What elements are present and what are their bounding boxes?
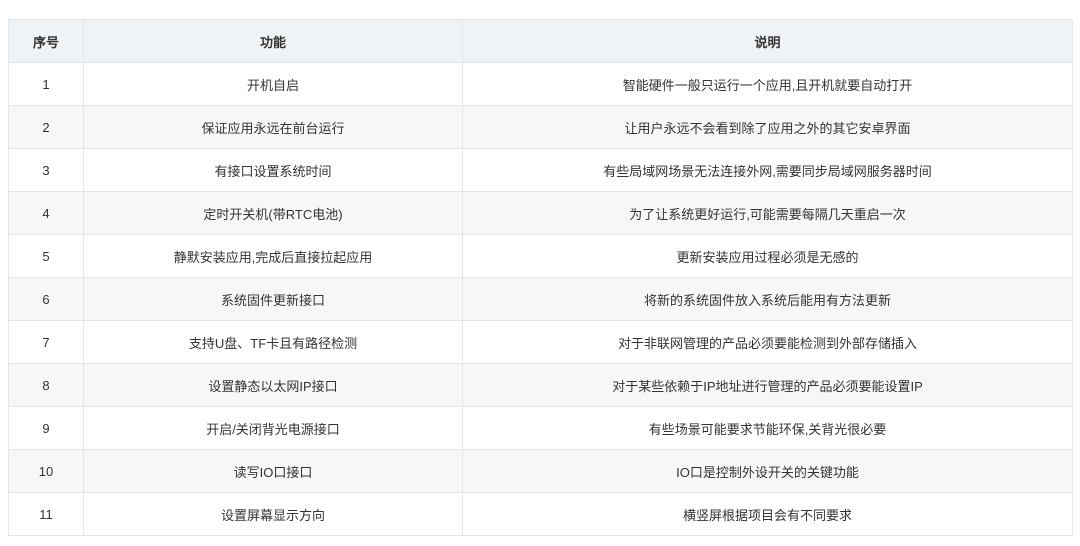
cell-feature: 开启/关闭背光电源接口: [83, 406, 463, 450]
cell-index: 5: [8, 234, 84, 278]
cell-description: 将新的系统固件放入系统后能用有方法更新: [462, 277, 1073, 321]
cell-description: 有些场景可能要求节能环保,关背光很必要: [462, 406, 1073, 450]
cell-index: 3: [8, 148, 84, 192]
cell-description: 对于某些依赖于IP地址进行管理的产品必须要能设置IP: [462, 363, 1073, 407]
cell-feature: 开机自启: [83, 62, 463, 106]
cell-index: 4: [8, 191, 84, 235]
cell-index: 2: [8, 105, 84, 149]
cell-index: 7: [8, 320, 84, 364]
cell-description: 对于非联网管理的产品必须要能检测到外部存储插入: [462, 320, 1073, 364]
cell-description: IO口是控制外设开关的关键功能: [462, 449, 1073, 493]
table-row: 6 系统固件更新接口 将新的系统固件放入系统后能用有方法更新: [8, 277, 1073, 321]
table-row: 9 开启/关闭背光电源接口 有些场景可能要求节能环保,关背光很必要: [8, 406, 1073, 450]
cell-feature: 有接口设置系统时间: [83, 148, 463, 192]
cell-index: 10: [8, 449, 84, 493]
table-row: 5 静默安装应用,完成后直接拉起应用 更新安装应用过程必须是无感的: [8, 234, 1073, 278]
cell-description: 更新安装应用过程必须是无感的: [462, 234, 1073, 278]
table-header-row: 序号 功能 说明: [8, 19, 1073, 63]
cell-feature: 支持U盘、TF卡且有路径检测: [83, 320, 463, 364]
table-row: 7 支持U盘、TF卡且有路径检测 对于非联网管理的产品必须要能检测到外部存储插入: [8, 320, 1073, 364]
header-description: 说明: [462, 19, 1073, 63]
table-row: 11 设置屏幕显示方向 横竖屏根据项目会有不同要求: [8, 492, 1073, 536]
cell-index: 6: [8, 277, 84, 321]
table-row: 2 保证应用永远在前台运行 让用户永远不会看到除了应用之外的其它安卓界面: [8, 105, 1073, 149]
cell-feature: 读写IO口接口: [83, 449, 463, 493]
table-row: 1 开机自启 智能硬件一般只运行一个应用,且开机就要自动打开: [8, 62, 1073, 106]
cell-description: 智能硬件一般只运行一个应用,且开机就要自动打开: [462, 62, 1073, 106]
feature-table: 序号 功能 说明 1 开机自启 智能硬件一般只运行一个应用,且开机就要自动打开 2 保证…: [8, 19, 1073, 536]
cell-description: 让用户永远不会看到除了应用之外的其它安卓界面: [462, 105, 1073, 149]
cell-feature: 设置屏幕显示方向: [83, 492, 463, 536]
cell-description: 有些局域网场景无法连接外网,需要同步局域网服务器时间: [462, 148, 1073, 192]
cell-index: 1: [8, 62, 84, 106]
cell-index: 11: [8, 492, 84, 536]
cell-feature: 设置静态以太网IP接口: [83, 363, 463, 407]
table-row: 3 有接口设置系统时间 有些局域网场景无法连接外网,需要同步局域网服务器时间: [8, 148, 1073, 192]
cell-index: 9: [8, 406, 84, 450]
header-feature: 功能: [83, 19, 463, 63]
table-row: 4 定时开关机(带RTC电池) 为了让系统更好运行,可能需要每隔几天重启一次: [8, 191, 1073, 235]
cell-feature: 系统固件更新接口: [83, 277, 463, 321]
cell-description: 横竖屏根据项目会有不同要求: [462, 492, 1073, 536]
cell-index: 8: [8, 363, 84, 407]
table-row: 8 设置静态以太网IP接口 对于某些依赖于IP地址进行管理的产品必须要能设置IP: [8, 363, 1073, 407]
table-row: 10 读写IO口接口 IO口是控制外设开关的关键功能: [8, 449, 1073, 493]
cell-feature: 定时开关机(带RTC电池): [83, 191, 463, 235]
cell-description: 为了让系统更好运行,可能需要每隔几天重启一次: [462, 191, 1073, 235]
header-index: 序号: [8, 19, 84, 63]
cell-feature: 静默安装应用,完成后直接拉起应用: [83, 234, 463, 278]
cell-feature: 保证应用永远在前台运行: [83, 105, 463, 149]
